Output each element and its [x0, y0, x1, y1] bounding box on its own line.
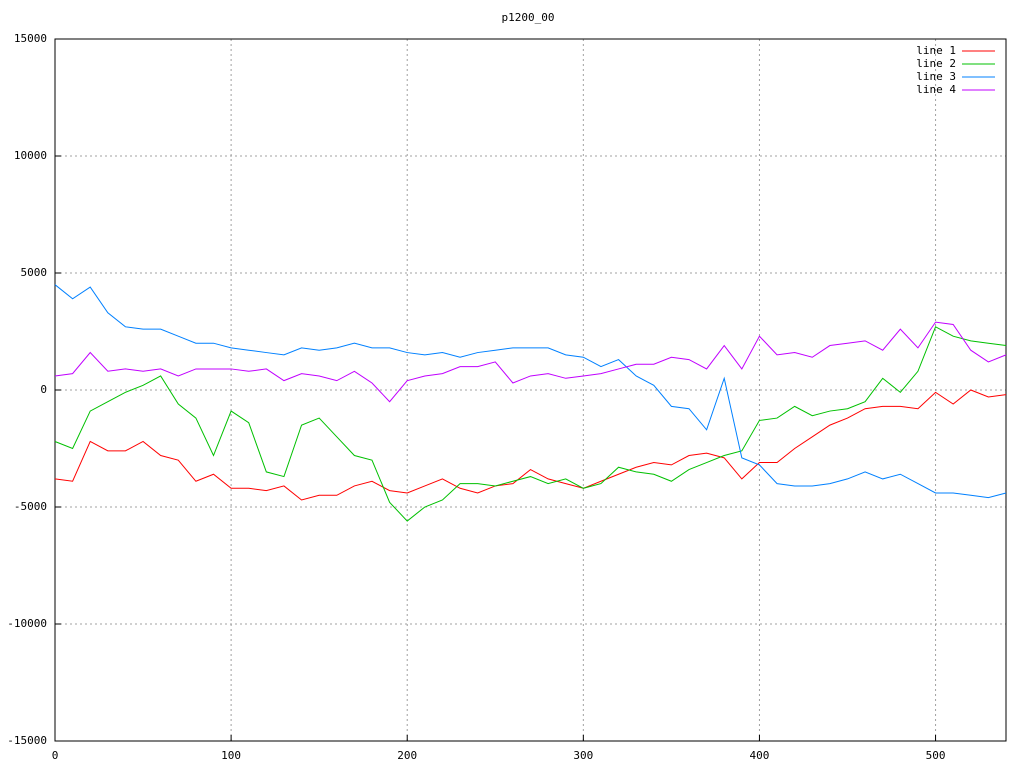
legend-label: line 3 — [916, 70, 956, 83]
y-tick-label: -15000 — [7, 734, 47, 747]
y-tick-label: 10000 — [14, 149, 47, 162]
legend-label: line 4 — [916, 83, 956, 96]
series-line — [54, 326, 1007, 522]
y-tick-label: -10000 — [7, 617, 47, 630]
x-tick-label: 400 — [750, 749, 770, 762]
x-tick-label: 500 — [926, 749, 946, 762]
y-tick-label: 15000 — [14, 32, 47, 45]
x-tick-label: 0 — [52, 749, 59, 762]
y-tick-label: -5000 — [14, 500, 47, 513]
x-tick-label: 200 — [397, 749, 417, 762]
x-tick-label: 100 — [221, 749, 241, 762]
chart-title: p1200_00 — [502, 11, 555, 24]
legend-label: line 1 — [916, 44, 956, 57]
series-line — [54, 321, 1007, 403]
legend-label: line 2 — [916, 57, 956, 70]
x-tick-label: 300 — [573, 749, 593, 762]
series-line — [54, 284, 1007, 499]
series-line — [54, 389, 1007, 501]
y-tick-label: 0 — [40, 383, 47, 396]
plot-frame — [54, 38, 1007, 742]
y-tick-label: 5000 — [21, 266, 48, 279]
